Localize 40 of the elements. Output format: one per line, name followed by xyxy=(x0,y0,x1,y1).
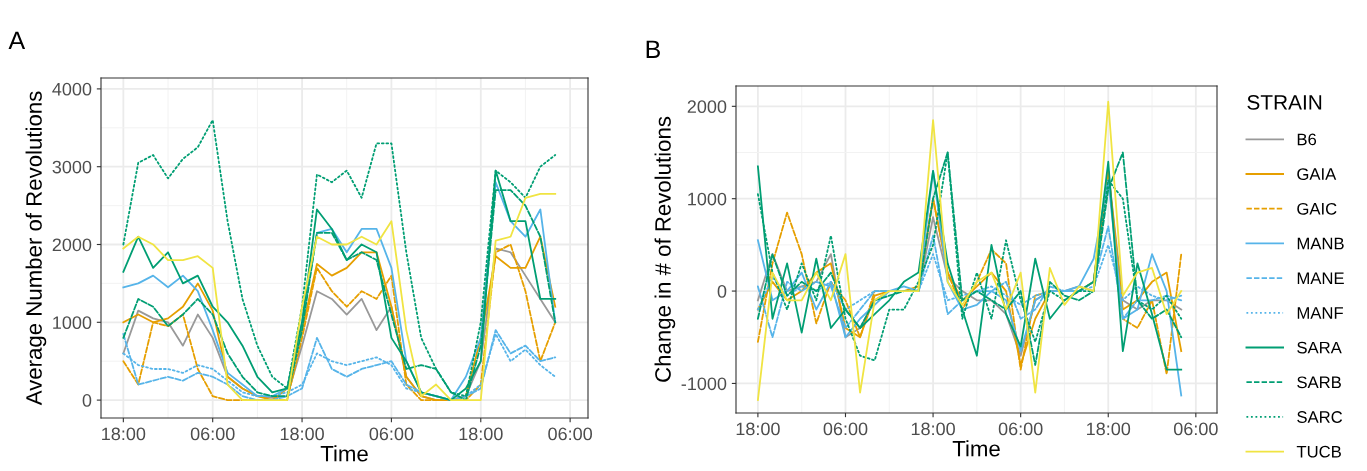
x-tick-label: 18:00 xyxy=(1087,422,1131,436)
x-tick-label: 18:00 xyxy=(736,422,780,436)
chart-title: A xyxy=(8,31,26,50)
x-tick-label: 06:00 xyxy=(190,427,235,441)
x-tick-label: 06:00 xyxy=(998,422,1043,436)
legend-label: B6 xyxy=(1297,133,1317,146)
x-axis-title: Time xyxy=(952,440,1000,457)
x-tick-label: 18:00 xyxy=(459,427,503,441)
x-tick-label: 06:00 xyxy=(369,427,414,441)
legend-label: MANB xyxy=(1297,237,1344,250)
x-tick-label: 18:00 xyxy=(280,427,324,441)
legend-label: SARA xyxy=(1297,341,1342,354)
y-tick-label: 0 xyxy=(82,394,92,407)
y-tick-label: 0 xyxy=(717,285,727,298)
legend-label: GAIA xyxy=(1297,168,1337,180)
x-tick-label: 18:00 xyxy=(102,427,146,441)
y-tick-label: 1000 xyxy=(688,192,727,206)
x-axis-title: Time xyxy=(320,445,368,462)
y-tick-label: 1000 xyxy=(53,316,92,330)
line-series xyxy=(756,100,1183,401)
y-tick-label: 2000 xyxy=(687,100,727,114)
legend-label: TUCB xyxy=(1296,445,1341,458)
y-axis-title: Change in # of Revolutions xyxy=(654,116,676,382)
chart-title: B xyxy=(646,40,660,58)
x-tick-label: 06:00 xyxy=(1173,422,1218,436)
y-axis-title: Average Number of Revolutions xyxy=(25,91,47,406)
legend-label: MANF xyxy=(1297,307,1343,319)
x-tick-label: 18:00 xyxy=(911,422,955,436)
y-tick-label: -1000 xyxy=(681,377,727,391)
y-tick-label: 2000 xyxy=(52,238,92,252)
line-series xyxy=(122,119,557,398)
x-tick-label: 06:00 xyxy=(548,427,593,441)
legend-label: GAIC xyxy=(1297,202,1337,215)
y-tick-label: 4000 xyxy=(52,82,92,96)
legend-label: MANE xyxy=(1297,272,1344,284)
legend-label: SARB xyxy=(1297,376,1341,389)
y-tick-label: 3000 xyxy=(52,160,92,174)
legend-label: SARC xyxy=(1297,411,1343,423)
legend-title: STRAIN xyxy=(1247,95,1322,110)
x-tick-label: 06:00 xyxy=(823,422,868,436)
